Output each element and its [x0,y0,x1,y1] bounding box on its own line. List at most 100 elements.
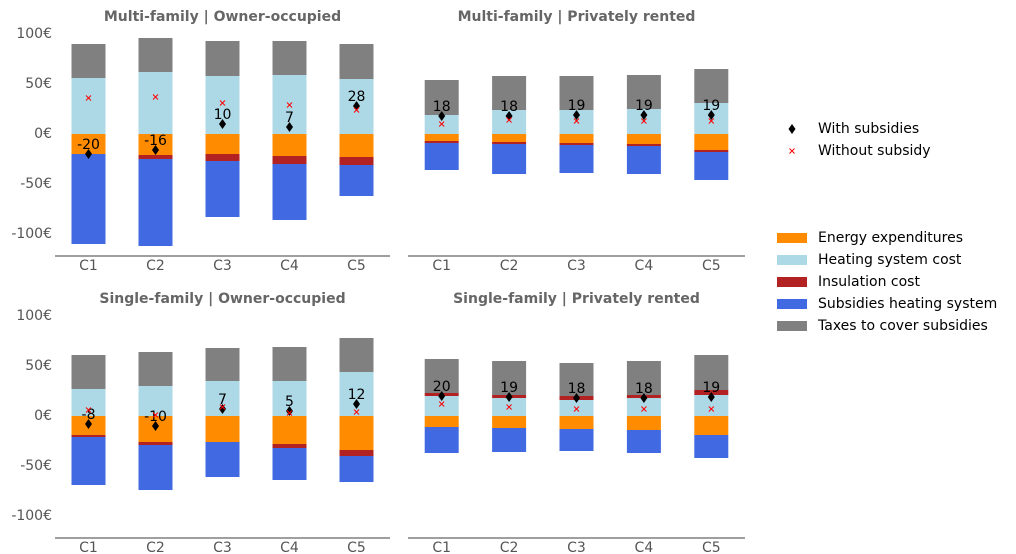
y-tick-label: 0€ [34,126,52,142]
bar-segment [694,435,729,458]
x-tick-label: C2 [500,258,519,274]
x-tick-label: C4 [280,258,299,274]
data-label: 18 [568,381,586,397]
bar-segment [694,134,729,150]
bar-segment [559,363,594,396]
x-tick-label: C5 [347,258,366,274]
marker-with-subsidies [286,406,293,416]
bar-segment [339,157,374,165]
x-tick-label: C2 [146,258,165,274]
bar-segment [694,152,729,180]
bar-segment [626,134,661,144]
x-tick-label: C3 [567,258,586,274]
panel-title: Multi-family | Owner-occupied [104,9,341,25]
marker-without-subsidy [152,94,159,100]
data-label: -10 [144,409,167,425]
bar-segment [71,134,106,154]
bar-segment [138,38,173,72]
bar-segment [339,165,374,196]
data-label: 19 [568,98,586,114]
data-label: 12 [348,387,366,403]
bar-segment [492,142,527,144]
marker-without-subsidy [438,121,445,127]
bar-segment [138,442,173,445]
bar-segment [205,154,240,161]
marker-with-subsidies [438,111,446,121]
bar-segment [424,141,459,143]
marker-without-subsidy [573,118,580,124]
y-tick-label: -100€ [11,508,52,524]
data-label: 19 [635,98,653,114]
x-tick-label: C5 [347,540,366,554]
x-tick-label: C5 [702,540,721,554]
y-tick-label: 50€ [25,358,52,374]
bar-segment [71,44,106,78]
bar-segment [272,156,307,164]
bar-segment [205,416,240,442]
data-label: 7 [218,392,227,408]
x-tick-label: C2 [146,540,165,554]
legend-label: With subsidies [818,121,919,137]
x-tick-label: C1 [79,258,98,274]
bar-segment [559,400,594,416]
bar-segment [205,134,240,154]
bar-segment [339,450,374,456]
marker-with-subsidies [85,419,92,429]
panel-title: Single-family | Privately rented [453,291,700,307]
marker-with-subsidies [707,110,715,120]
bar-segment [424,427,459,453]
bar-segment [138,445,173,490]
bar-segment [559,143,594,145]
bar-segment [424,416,459,427]
bar-segment [424,359,459,393]
x-tick-label: C3 [567,540,586,554]
bar-segment [694,416,729,435]
bar-segment [138,134,173,155]
bar-segment [492,416,527,428]
data-label: 5 [285,394,294,410]
bar-segment [205,348,240,381]
legend-label: Without subsidy [818,143,931,159]
bar-segment [339,416,374,450]
x-tick-label: C1 [432,258,451,274]
bar-segment [339,44,374,79]
x-tick-label: C4 [635,540,654,554]
marker-with-subsidies [219,119,226,129]
data-label: -8 [82,407,96,423]
legend-swatch [777,277,807,287]
marker-without-subsidy [85,95,92,101]
legend-marker [788,124,796,134]
marker-with-subsidies [152,145,159,155]
marker-without-subsidy [708,118,715,124]
data-label: 18 [433,99,451,115]
bar-segment [492,76,527,110]
marker-without-subsidy [353,409,360,415]
bar-segment [205,161,240,217]
bar-segment [205,442,240,477]
x-tick-label: C4 [280,540,299,554]
y-tick-label: -100€ [11,226,52,242]
legend-label: Heating system cost [818,252,962,268]
y-tick-label: 100€ [16,26,52,42]
marker-without-subsidy [641,118,647,124]
marker-with-subsidies [640,110,648,120]
y-tick-label: 100€ [16,308,52,324]
legend-marker [789,148,795,154]
x-tick-label: C3 [213,258,232,274]
data-label: 18 [635,381,653,397]
marker-with-subsidies [573,393,580,403]
data-label: -16 [144,133,167,149]
bar-segment [694,150,729,152]
marker-without-subsidy [219,404,226,410]
bar-segment [559,416,594,429]
marker-without-subsidy [219,100,226,106]
data-label: 19 [702,380,720,396]
bar-segment [626,75,661,109]
bar-segment [559,76,594,110]
bar-segment [205,41,240,76]
marker-with-subsidies [707,392,715,402]
bar-segment [424,396,459,416]
bar-segment [71,435,106,437]
x-tick-label: C1 [432,540,451,554]
